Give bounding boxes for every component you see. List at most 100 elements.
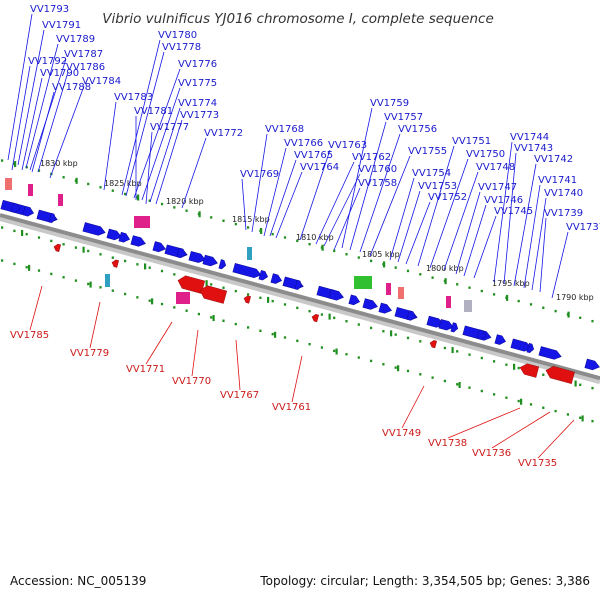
- forward-leader-line: [141, 87, 181, 201]
- tick-dot: [591, 419, 594, 423]
- tick-dot: [308, 309, 311, 313]
- major-tick: [89, 281, 92, 288]
- major-tick: [151, 298, 154, 305]
- tick-dot: [480, 289, 483, 293]
- forward-gene-label: VV1787: [64, 49, 103, 60]
- pseudo-gene: [464, 300, 472, 312]
- major-tick: [14, 161, 17, 168]
- tick-dot: [111, 256, 114, 259]
- major-tick: [451, 347, 454, 354]
- tick-dot: [259, 329, 262, 333]
- forward-leader-line: [275, 171, 303, 239]
- forward-gene-shape: [328, 289, 344, 301]
- major-tick: [444, 278, 447, 285]
- forward-gene-shape: [270, 273, 283, 284]
- tick-dot: [124, 192, 127, 196]
- rna-gene: [354, 276, 372, 289]
- chromosome-backbone: [0, 213, 600, 385]
- reverse-gene-shape: [519, 363, 540, 378]
- major-tick: [82, 246, 85, 253]
- tick-dot: [394, 366, 397, 369]
- forward-leader-line: [149, 107, 181, 203]
- tick-dot: [566, 413, 569, 416]
- tick-dot: [308, 342, 311, 346]
- major-tick: [321, 244, 324, 251]
- tick-dot: [431, 276, 434, 279]
- forward-gene-label: VV1746: [484, 195, 523, 206]
- reverse-gene-shape: [311, 314, 320, 323]
- forward-gene-label: VV1750: [466, 149, 505, 160]
- forward-gene: [348, 294, 361, 306]
- forward-gene-label: VV1765: [294, 150, 333, 161]
- forward-leader-line: [17, 29, 45, 166]
- tick-dot: [124, 259, 127, 263]
- forward-gene-label: VV1752: [428, 192, 467, 203]
- forward-gene: [188, 251, 206, 263]
- tick-dot: [456, 383, 459, 386]
- tick-dot: [25, 166, 28, 169]
- forward-leader-line: [181, 137, 207, 209]
- tick-dot: [111, 189, 114, 192]
- reverse-gene: [519, 363, 540, 378]
- forward-gene-label: VV1764: [300, 162, 339, 173]
- tick-dot: [517, 399, 520, 403]
- forward-gene-shape: [188, 251, 206, 263]
- forward-leader-line: [133, 68, 181, 199]
- reverse-gene: [111, 259, 120, 268]
- forward-gene-label: VV1743: [514, 143, 553, 154]
- forward-gene-labels: VV1793VV1791VV1789VV1787VV1792VV1786VV17…: [7, 4, 600, 299]
- forward-gene-shape: [176, 247, 187, 259]
- forward-gene-shape: [394, 307, 418, 321]
- tick-dot: [222, 219, 225, 222]
- tick-dot: [1, 159, 4, 162]
- tick-dot: [357, 356, 360, 359]
- kbp-label: 1825 kbp: [104, 179, 142, 188]
- tick-dot: [296, 339, 299, 343]
- forward-gene-label: VV1789: [56, 34, 95, 45]
- forward-leader-line: [503, 152, 517, 285]
- forward-leader-line: [443, 171, 479, 271]
- tick-dot: [406, 369, 410, 373]
- rna-gene: [58, 194, 63, 206]
- tick-dot: [99, 186, 102, 189]
- forward-gene-shape: [10, 202, 21, 213]
- forward-leader-line: [49, 85, 85, 179]
- rna-gene: [386, 283, 391, 295]
- tick-dot: [296, 306, 299, 310]
- pseudo-gene: [5, 178, 12, 190]
- forward-gene: [176, 247, 187, 259]
- kbp-label: 1820 kbp: [166, 197, 204, 206]
- tick-dot: [74, 279, 77, 282]
- tick-dot: [173, 306, 176, 309]
- forward-gene: [106, 228, 122, 241]
- forward-gene: [258, 270, 269, 281]
- tick-dot: [283, 303, 287, 306]
- major-tick: [144, 263, 147, 270]
- forward-gene: [82, 222, 106, 236]
- major-tick: [274, 331, 277, 338]
- tick-dot: [247, 293, 250, 296]
- forward-gene-shape: [164, 244, 188, 258]
- forward-leader-line: [37, 71, 69, 173]
- tick-dot: [554, 309, 557, 313]
- forward-gene-label: VV1740: [544, 188, 583, 199]
- forward-leader-line: [31, 91, 55, 173]
- tick-dot: [25, 233, 28, 236]
- forward-leader-line: [121, 39, 161, 196]
- reverse-gene-shape: [53, 243, 62, 252]
- tick-dot: [136, 296, 139, 299]
- tick-dot: [136, 263, 139, 266]
- backbone-line: [0, 213, 600, 381]
- forward-gene-label: VV1748: [476, 162, 515, 173]
- tick-dot: [160, 302, 164, 306]
- major-tick: [513, 363, 516, 370]
- tick-dot: [160, 269, 164, 273]
- reverse-gene-label: VV1749: [382, 428, 421, 439]
- forward-gene-label: VV1762: [352, 152, 391, 163]
- forward-gene-label: VV1774: [178, 98, 217, 109]
- forward-gene-shape: [118, 231, 131, 243]
- tick-dot: [37, 169, 41, 172]
- tick-dot: [13, 262, 16, 266]
- reverse-gene: [53, 243, 62, 252]
- tick-dot: [234, 289, 237, 293]
